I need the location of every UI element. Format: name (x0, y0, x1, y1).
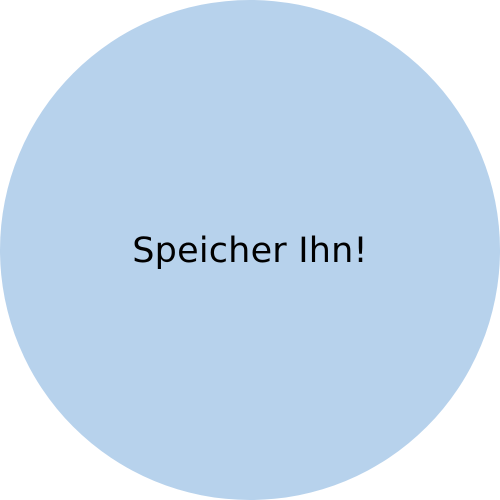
save-button-label: Speicher Ihn! (132, 231, 368, 271)
